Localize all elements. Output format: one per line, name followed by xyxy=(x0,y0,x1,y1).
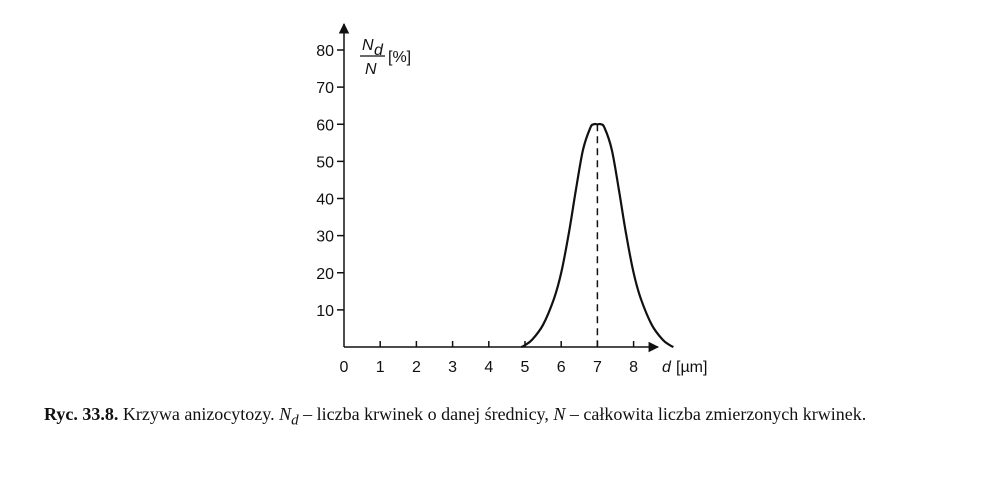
y-tick-label: 30 xyxy=(316,229,334,246)
y-tick-label: 40 xyxy=(316,192,334,209)
y-tick-label: 70 xyxy=(316,80,334,97)
y-axis-label: N d N [%] xyxy=(360,37,411,78)
x-ticks: 0 1 2 3 4 5 6 7 8 xyxy=(340,341,638,376)
caption-title: Krzywa anizocytozy. xyxy=(122,404,275,424)
x-label-var: d xyxy=(662,359,672,376)
y-label-numerator: N xyxy=(362,37,374,54)
x-tick-label: 8 xyxy=(629,359,638,376)
caption-symbol-n: N xyxy=(553,404,566,424)
x-tick-label: 3 xyxy=(448,359,457,376)
caption-label: Ryc. 33.8. xyxy=(44,404,119,424)
x-tick-label: 1 xyxy=(376,359,385,376)
y-label-numerator-sub: d xyxy=(374,42,384,59)
y-tick-label: 50 xyxy=(316,154,334,171)
y-label-unit: [%] xyxy=(388,49,411,66)
y-tick-label: 20 xyxy=(316,266,334,283)
x-tick-label: 0 xyxy=(340,359,349,376)
y-label-denominator: N xyxy=(365,61,377,78)
y-ticks: 10 20 30 40 50 60 70 80 xyxy=(316,43,344,320)
x-tick-label: 6 xyxy=(557,359,566,376)
x-tick-label: 2 xyxy=(412,359,421,376)
anisocytosis-chart: 10 20 30 40 50 60 70 80 0 1 2 3 4 5 6 7 8 N d N [%] d [… xyxy=(316,22,707,376)
x-tick-label: 4 xyxy=(484,359,493,376)
caption-nd-description: – liczba krwinek o danej średnicy, xyxy=(303,404,549,424)
x-tick-label: 7 xyxy=(593,359,602,376)
caption-n-description: – całkowita liczba zmierzonych krwinek. xyxy=(569,404,867,424)
x-axis-label: d [µm] xyxy=(662,359,707,376)
figure-caption: Ryc. 33.8. Krzywa anizocytozy. Nd – licz… xyxy=(44,402,974,433)
y-tick-label: 10 xyxy=(316,303,334,320)
x-label-unit: [µm] xyxy=(676,359,707,376)
x-tick-label: 5 xyxy=(521,359,530,376)
y-tick-label: 80 xyxy=(316,43,334,60)
caption-symbol-nd: Nd xyxy=(279,404,299,429)
y-tick-label: 60 xyxy=(316,117,334,134)
